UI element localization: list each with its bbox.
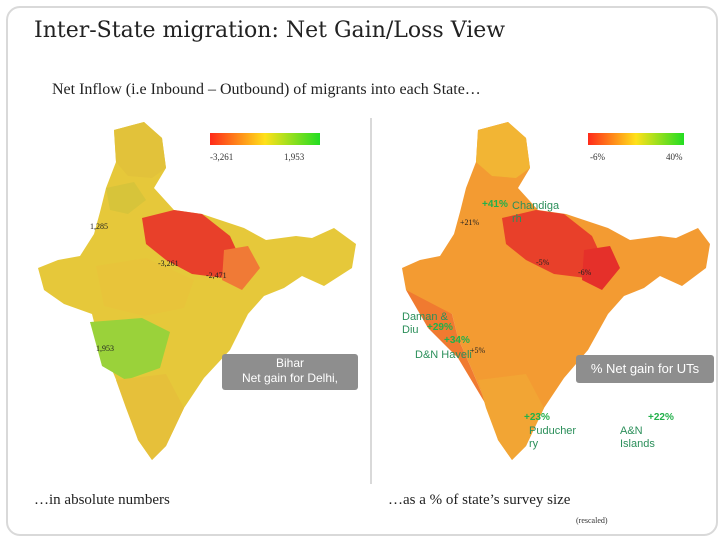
india-map-absolute: [38, 122, 356, 460]
map-up: [142, 210, 240, 278]
map-west-r: [406, 290, 488, 408]
right-label-bihar: -6%: [578, 268, 592, 277]
left-callout: Bihar Net gain for Delhi,: [222, 354, 358, 390]
slide-frame: [6, 6, 718, 536]
map-south: [116, 374, 184, 460]
left-label-punjab: 1,285: [90, 222, 108, 231]
chandigarh-name-l1: Chandiga: [512, 200, 560, 212]
map-bihar-r: [582, 246, 620, 290]
map-jk: [114, 122, 166, 178]
right-footer: …as a % of state’s survey size: [388, 492, 571, 508]
map-maharashtra: [90, 318, 170, 380]
right-legend-gradient: [588, 133, 684, 145]
left-legend-gradient: [210, 133, 320, 145]
chandigarh-name: Chandiga rh: [512, 200, 559, 226]
map-mp: [96, 258, 194, 316]
india-map-percent: [402, 122, 710, 460]
map-up-r: [502, 210, 602, 278]
right-note: (rescaled): [576, 516, 608, 525]
map-india-base: [38, 122, 356, 460]
slide-title: Inter-State migration: Net Gain/Loss Vie…: [34, 18, 506, 43]
right-legend-min: -6%: [590, 152, 605, 162]
right-label-punjab: +21%: [460, 218, 480, 227]
right-label-mh: +5%: [470, 346, 486, 355]
left-label-bihar: -2,471: [206, 271, 227, 280]
left-legend-min: -3,261: [210, 152, 234, 162]
daman-name: Daman & Diu: [402, 311, 448, 336]
andaman-name: A&N Islands: [620, 425, 655, 450]
chandigarh-value: +41%: [482, 199, 508, 210]
left-callout-line1: Bihar: [275, 356, 304, 370]
map-punjab: [106, 182, 146, 214]
slide-subtitle: Net Inflow (i.e Inbound – Outbound) of m…: [52, 81, 481, 98]
left-callout-line2: Net gain for Delhi,: [241, 371, 339, 385]
left-footer: …in absolute numbers: [34, 492, 170, 508]
daman-value: +29%: [427, 322, 453, 333]
chandigarh-name-l2: rh: [512, 213, 522, 225]
puducherry-name: Puducher ry: [529, 425, 577, 450]
puducherry-value: +23%: [524, 412, 550, 423]
left-legend-max: 1,953: [284, 152, 305, 162]
andaman-value: +22%: [648, 412, 674, 423]
left-label-up: -3,261: [158, 259, 179, 268]
dnh-value: +34%: [444, 335, 470, 346]
right-legend-max: 40%: [666, 152, 683, 162]
left-label-maharashtra: 1,953: [96, 344, 114, 353]
map-bihar: [222, 246, 260, 290]
right-label-up: -5%: [536, 258, 550, 267]
right-callout: % Net gain for UTs: [576, 355, 714, 383]
map-india-base-r: [402, 122, 710, 460]
dnh-name: D&N Haveli: [415, 349, 472, 361]
panel-divider: [370, 118, 372, 484]
map-jk-r: [476, 122, 530, 178]
map-south-r: [478, 374, 544, 460]
